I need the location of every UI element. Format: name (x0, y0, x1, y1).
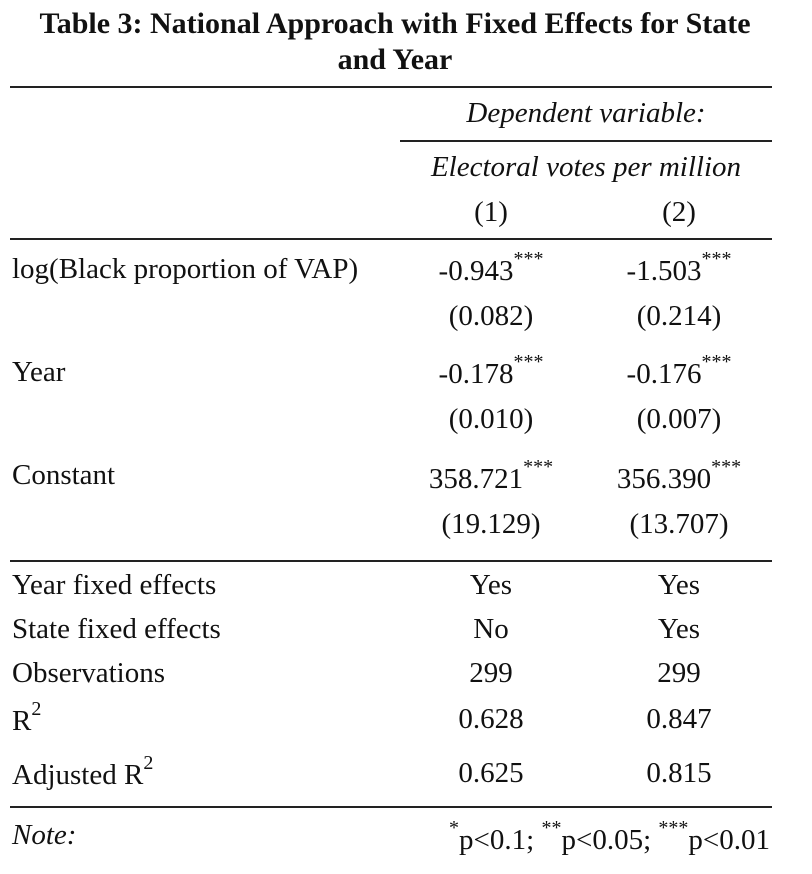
stat-name-state-fe: State fixed effects (12, 613, 221, 645)
significance-stars: *** (513, 351, 544, 374)
significance-stars: *** (513, 248, 544, 271)
coef-value-black-vap-1: -0.943*** (438, 248, 544, 287)
significance-stars: *** (523, 456, 554, 479)
coef-value-constant-1: 358.721*** (428, 456, 554, 495)
stat-adj-r2-2: 0.815 (646, 757, 712, 789)
table-title-line-2: and Year (337, 43, 453, 76)
header-rule (10, 238, 772, 240)
coef-value-year-1: -0.178*** (438, 351, 544, 390)
se-year-2: (0.007) (636, 403, 722, 435)
note-rule (10, 806, 772, 808)
stat-year-fe-2: Yes (657, 569, 701, 601)
column-header-2: (2) (662, 196, 696, 228)
stat-adj-r2-1: 0.625 (458, 757, 524, 789)
coef-value-constant-2: 356.390*** (616, 456, 742, 495)
stat-year-fe-1: Yes (469, 569, 513, 601)
coef-name-black-vap: log(Black proportion of VAP) (12, 253, 359, 285)
stat-name-adj-r2: Adjusted R2 (12, 752, 154, 791)
stat-state-fe-2: Yes (657, 613, 701, 645)
stat-name-r2: R2 (12, 698, 42, 737)
stat-r2-1: 0.628 (458, 703, 524, 735)
table-title: Table 3: National Approach with Fixed Ef… (0, 6, 790, 78)
se-constant-2: (13.707) (629, 508, 729, 540)
significance-stars: *** (701, 248, 732, 271)
coef-name-constant: Constant (12, 459, 116, 491)
significance-stars: *** (701, 351, 732, 374)
stat-state-fe-1: No (473, 613, 509, 645)
se-black-vap-1: (0.082) (448, 300, 534, 332)
stat-observations-2: 299 (657, 657, 701, 689)
dependent-variable-label: Dependent variable: (466, 97, 706, 129)
se-year-1: (0.010) (448, 403, 534, 435)
note-label: Note: (12, 819, 77, 851)
stat-r2-2: 0.847 (646, 703, 712, 735)
stat-name-year-fe: Year fixed effects (12, 569, 217, 601)
coef-value-black-vap-2: -1.503*** (626, 248, 732, 287)
dependent-variable-name: Electoral votes per million (430, 151, 742, 183)
se-constant-1: (19.129) (441, 508, 541, 540)
table-title-line-1: Table 3: National Approach with Fixed Ef… (39, 7, 751, 40)
se-black-vap-2: (0.214) (636, 300, 722, 332)
top-rule (10, 86, 772, 88)
note-significance-levels: *p<0.1; **p<0.05; ***p<0.01 (449, 817, 770, 856)
coef-name-year: Year (12, 356, 66, 388)
stats-rule (10, 560, 772, 562)
column-header-1: (1) (474, 196, 508, 228)
stat-observations-1: 299 (469, 657, 513, 689)
significance-stars: *** (711, 456, 742, 479)
coef-value-year-2: -0.176*** (626, 351, 732, 390)
stat-name-observations: Observations (12, 657, 166, 689)
dependent-variable-rule (400, 140, 772, 142)
